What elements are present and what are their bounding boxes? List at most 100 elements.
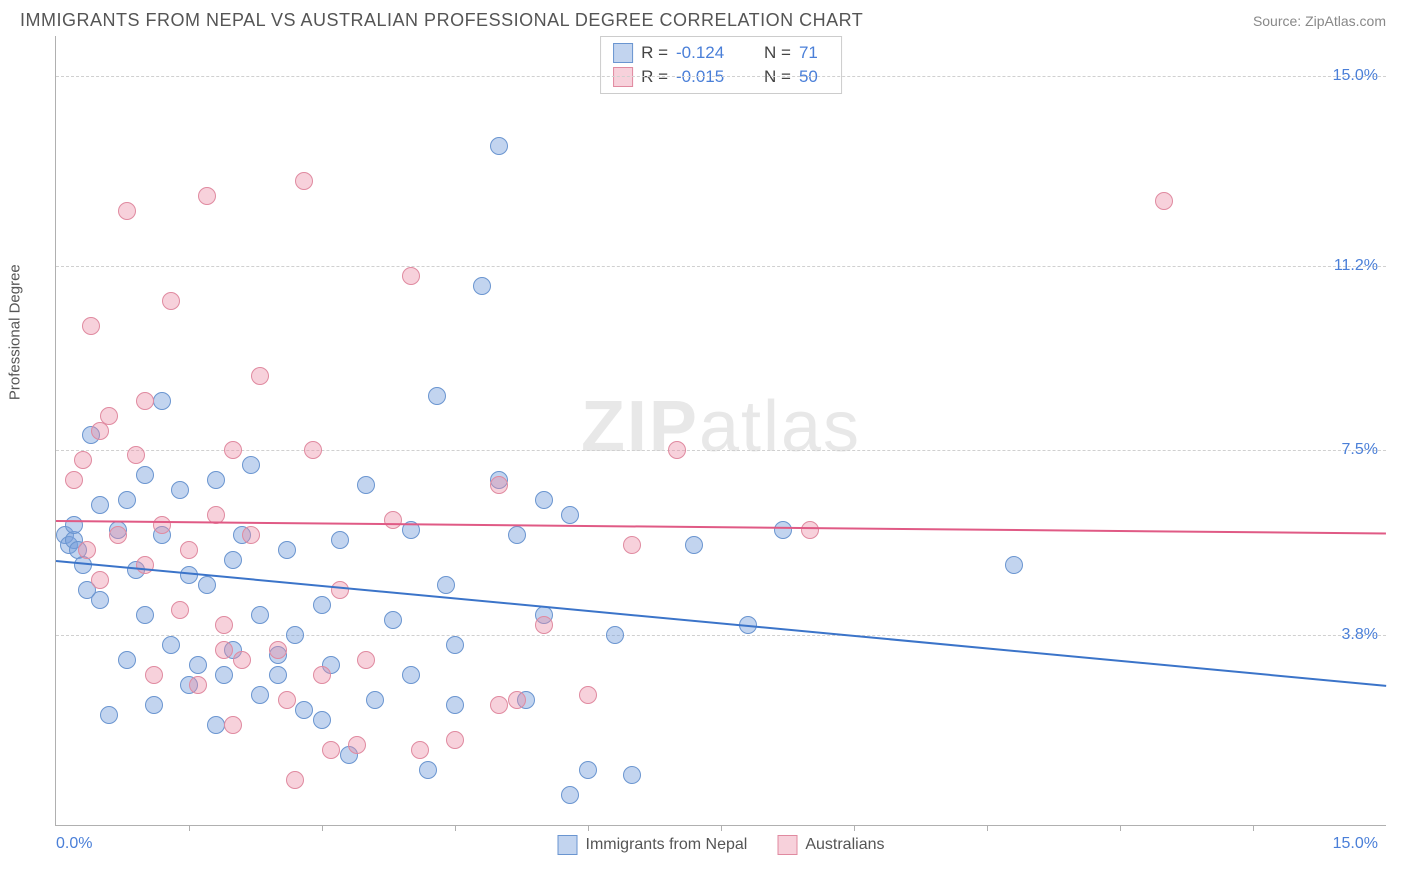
data-point xyxy=(437,576,455,594)
data-point xyxy=(331,531,349,549)
data-point xyxy=(251,367,269,385)
data-point xyxy=(136,606,154,624)
data-point xyxy=(153,516,171,534)
data-point xyxy=(490,696,508,714)
gridline xyxy=(56,266,1386,267)
data-point xyxy=(224,716,242,734)
swatch-icon xyxy=(613,43,633,63)
data-point xyxy=(65,516,83,534)
data-point xyxy=(118,491,136,509)
data-point xyxy=(402,267,420,285)
y-axis-tick: 11.2% xyxy=(1334,257,1378,275)
data-point xyxy=(668,441,686,459)
x-tick-mark xyxy=(189,825,190,831)
data-point xyxy=(402,666,420,684)
data-point xyxy=(171,481,189,499)
data-point xyxy=(127,446,145,464)
data-point xyxy=(295,701,313,719)
data-point xyxy=(171,601,189,619)
data-point xyxy=(685,536,703,554)
data-point xyxy=(446,636,464,654)
data-point xyxy=(65,471,83,489)
legend-row-series2: R = -0.015 N = 50 xyxy=(613,65,829,89)
data-point xyxy=(74,451,92,469)
data-point xyxy=(242,456,260,474)
source-text: Source: ZipAtlas.com xyxy=(1253,13,1386,29)
x-tick-mark xyxy=(854,825,855,831)
data-point xyxy=(215,666,233,684)
data-point xyxy=(269,666,287,684)
gridline xyxy=(56,635,1386,636)
data-point xyxy=(1005,556,1023,574)
data-point xyxy=(579,686,597,704)
data-point xyxy=(215,616,233,634)
data-point xyxy=(180,541,198,559)
x-tick-mark xyxy=(1120,825,1121,831)
data-point xyxy=(251,606,269,624)
data-point xyxy=(366,691,384,709)
data-point xyxy=(384,511,402,529)
data-point xyxy=(180,566,198,584)
data-point xyxy=(269,641,287,659)
data-point xyxy=(801,521,819,539)
trend-line xyxy=(56,560,1386,687)
n-value-2: 50 xyxy=(799,67,829,87)
x-axis-tick-max: 15.0% xyxy=(1333,835,1378,853)
data-point xyxy=(357,476,375,494)
watermark-text: ZIPatlas xyxy=(581,385,861,467)
data-point xyxy=(286,626,304,644)
data-point xyxy=(490,476,508,494)
data-point xyxy=(242,526,260,544)
data-point xyxy=(100,407,118,425)
swatch-icon xyxy=(613,67,633,87)
legend-stats-box: R = -0.124 N = 71 R = -0.015 N = 50 xyxy=(600,36,842,94)
data-point xyxy=(561,506,579,524)
data-point xyxy=(313,596,331,614)
swatch-icon xyxy=(777,835,797,855)
data-point xyxy=(535,491,553,509)
data-point xyxy=(508,691,526,709)
data-point xyxy=(490,137,508,155)
data-point xyxy=(78,541,96,559)
data-point xyxy=(561,786,579,804)
data-point xyxy=(313,666,331,684)
data-point xyxy=(189,656,207,674)
data-point xyxy=(207,716,225,734)
data-point xyxy=(224,551,242,569)
data-point xyxy=(473,277,491,295)
data-point xyxy=(162,636,180,654)
y-axis-tick: 3.8% xyxy=(1342,626,1378,644)
data-point xyxy=(224,441,242,459)
data-point xyxy=(278,691,296,709)
x-axis-tick-min: 0.0% xyxy=(56,835,92,853)
data-point xyxy=(384,611,402,629)
legend-item-1: Immigrants from Nepal xyxy=(558,835,748,855)
data-point xyxy=(153,392,171,410)
data-point xyxy=(286,771,304,789)
chart-header: IMMIGRANTS FROM NEPAL VS AUSTRALIAN PROF… xyxy=(0,0,1406,36)
data-point xyxy=(623,536,641,554)
swatch-icon xyxy=(558,835,578,855)
data-point xyxy=(136,556,154,574)
data-point xyxy=(91,571,109,589)
x-tick-mark xyxy=(721,825,722,831)
data-point xyxy=(207,471,225,489)
data-point xyxy=(606,626,624,644)
legend-bottom: Immigrants from Nepal Australians xyxy=(558,835,885,855)
data-point xyxy=(535,616,553,634)
legend-row-series1: R = -0.124 N = 71 xyxy=(613,41,829,65)
data-point xyxy=(304,441,322,459)
data-point xyxy=(162,292,180,310)
chart-title: IMMIGRANTS FROM NEPAL VS AUSTRALIAN PROF… xyxy=(20,10,863,31)
data-point xyxy=(295,172,313,190)
data-point xyxy=(446,731,464,749)
data-point xyxy=(233,651,251,669)
data-point xyxy=(322,741,340,759)
data-point xyxy=(145,696,163,714)
data-point xyxy=(91,496,109,514)
data-point xyxy=(91,591,109,609)
x-tick-mark xyxy=(588,825,589,831)
data-point xyxy=(579,761,597,779)
gridline xyxy=(56,450,1386,451)
data-point xyxy=(136,392,154,410)
